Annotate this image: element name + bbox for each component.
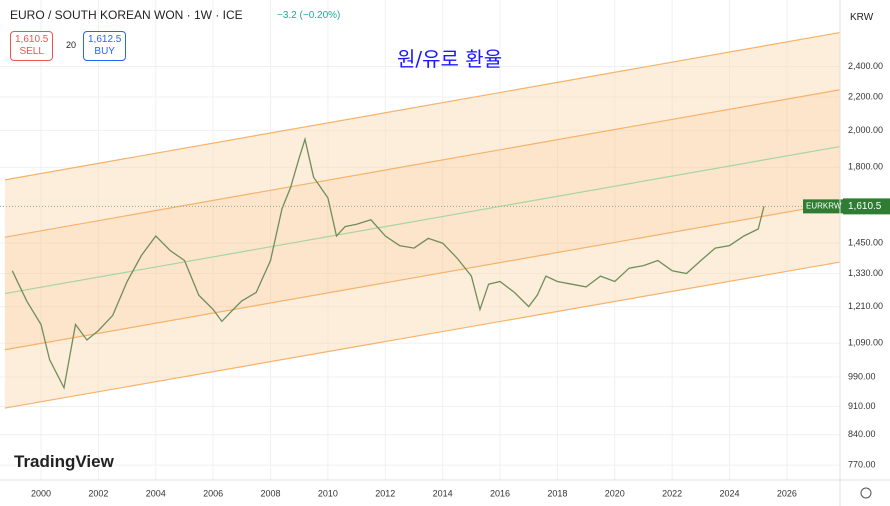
y-tick-label: 770.00 bbox=[848, 459, 876, 469]
channel-band bbox=[4, 32, 840, 238]
sell-price: 1,610.5 bbox=[15, 34, 49, 45]
symbol-label: EURKRW bbox=[806, 201, 842, 210]
brand: TradingView bbox=[14, 452, 114, 471]
y-tick-label: 1,450.00 bbox=[848, 238, 883, 248]
x-tick-label: 2002 bbox=[88, 488, 108, 498]
y-tick-label: 990.00 bbox=[848, 371, 876, 381]
sell-button[interactable]: 1,610.5 SELL bbox=[10, 31, 54, 61]
x-tick-label: 2010 bbox=[318, 488, 338, 498]
x-tick-label: 2016 bbox=[490, 488, 510, 498]
y-tick-label: 910.00 bbox=[848, 401, 876, 411]
change: −3.2 (−0.20%) bbox=[277, 10, 341, 21]
settings-icon bbox=[860, 487, 872, 499]
x-tick-label: 2008 bbox=[261, 488, 281, 498]
buy-price: 1,612.5 bbox=[88, 34, 122, 45]
y-tick-label: 1,210.00 bbox=[848, 301, 883, 311]
price-tag bbox=[843, 198, 890, 215]
y-tick-label: 1,090.00 bbox=[848, 338, 883, 348]
x-tick-label: 2026 bbox=[777, 488, 797, 498]
y-tick-label: 840.00 bbox=[848, 429, 876, 439]
y-tick-label: 1,330.00 bbox=[848, 268, 883, 278]
chart-title: EURO / SOUTH KOREAN WON · 1W · ICE bbox=[10, 8, 243, 22]
channel-line bbox=[4, 31, 841, 181]
last-price-label: 1,610.5 bbox=[848, 201, 882, 212]
x-tick-label: 2022 bbox=[662, 488, 682, 498]
x-tick-label: 2018 bbox=[547, 488, 567, 498]
y-tick-label: 1,800.00 bbox=[848, 162, 883, 172]
sell-label: SELL bbox=[19, 46, 44, 57]
buy-label: BUY bbox=[94, 46, 115, 57]
spread: 20 bbox=[66, 40, 77, 50]
x-tick-label: 2012 bbox=[375, 488, 395, 498]
x-tick-label: 2004 bbox=[146, 488, 166, 498]
x-tick-label: 2000 bbox=[31, 488, 51, 498]
channel-line bbox=[4, 261, 841, 409]
y-tick-label: 2,000.00 bbox=[848, 125, 883, 135]
x-tick-label: 2024 bbox=[720, 488, 740, 498]
currency: KRW bbox=[850, 12, 874, 23]
symbol-tag bbox=[803, 199, 843, 214]
channel-line bbox=[4, 145, 841, 295]
x-tick-label: 2020 bbox=[605, 488, 625, 498]
channel-band bbox=[4, 202, 840, 409]
price-line bbox=[11, 136, 765, 390]
channel-line bbox=[4, 202, 841, 351]
x-tick-label: 2006 bbox=[203, 488, 223, 498]
buy-button[interactable]: 1,612.5 BUY bbox=[83, 31, 127, 61]
channel-line bbox=[4, 89, 841, 238]
y-tick-label: 2,400.00 bbox=[848, 61, 883, 71]
x-tick-label: 2014 bbox=[433, 488, 453, 498]
annotation: 원/유로 환율 bbox=[397, 47, 503, 71]
y-tick-label: 2,200.00 bbox=[848, 91, 883, 101]
